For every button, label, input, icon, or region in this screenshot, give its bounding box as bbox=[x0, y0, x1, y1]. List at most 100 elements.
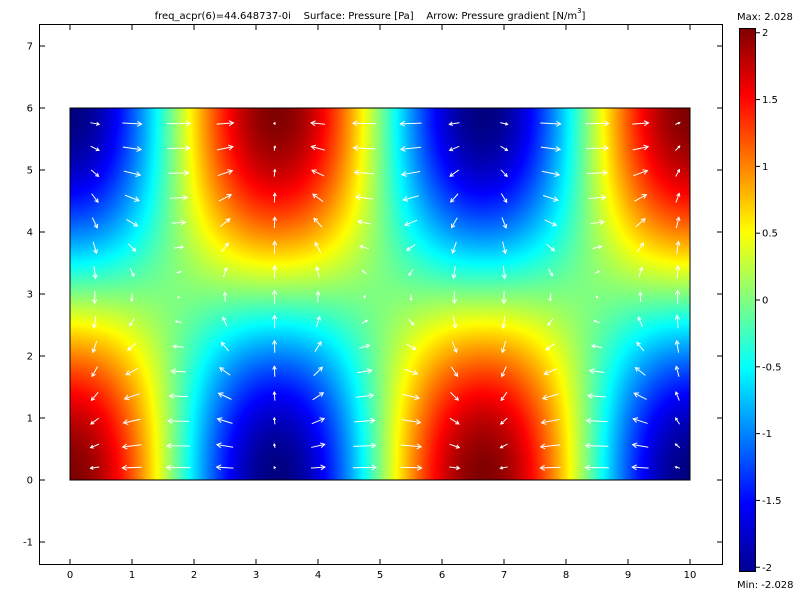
colorbar-tick-label: 0.5 bbox=[762, 229, 778, 240]
gradient-arrow bbox=[216, 120, 235, 127]
gradient-arrow bbox=[90, 121, 101, 126]
gradient-arrow bbox=[404, 219, 418, 227]
gradient-arrow bbox=[501, 266, 507, 280]
gradient-arrow bbox=[166, 418, 190, 424]
gradient-arrow bbox=[502, 241, 508, 255]
title-arrow: Arrow: Pressure gradient [N/m bbox=[426, 11, 578, 22]
title-prefix: freq_acpr(6)=44.648737-0i bbox=[154, 11, 291, 22]
gradient-arrow bbox=[170, 368, 186, 375]
x-tick-label: 8 bbox=[563, 570, 569, 581]
gradient-arrow bbox=[590, 344, 603, 349]
gradient-arrow bbox=[674, 339, 680, 353]
gradient-arrow bbox=[542, 195, 559, 202]
gradient-arrow bbox=[402, 393, 421, 401]
gradient-arrow bbox=[92, 290, 98, 305]
gradient-arrow bbox=[594, 270, 601, 274]
gradient-arrow bbox=[363, 294, 366, 299]
gradient-arrow bbox=[595, 295, 599, 299]
gradient-arrow bbox=[401, 419, 422, 425]
gradient-arrow bbox=[501, 315, 507, 330]
gradient-arrow bbox=[90, 391, 99, 402]
gradient-arrow bbox=[585, 120, 610, 127]
gradient-arrow bbox=[359, 244, 370, 250]
gradient-arrow bbox=[539, 464, 561, 471]
gradient-arrow bbox=[272, 216, 278, 229]
gradient-arrow bbox=[547, 318, 554, 327]
gradient-arrow bbox=[674, 443, 681, 449]
gradient-arrow bbox=[675, 240, 681, 254]
title-arrow-exponent: 3 bbox=[577, 7, 582, 15]
gradient-arrow bbox=[402, 195, 419, 202]
gradient-arrow bbox=[311, 417, 326, 425]
x-tick-label: 7 bbox=[501, 570, 507, 581]
gradient-arrow bbox=[540, 120, 562, 127]
gradient-arrow bbox=[399, 120, 422, 127]
gradient-arrow bbox=[635, 218, 646, 228]
colorbar-tick-label: -0.5 bbox=[762, 362, 782, 373]
gradient-arrow bbox=[273, 466, 277, 469]
gradient-arrow bbox=[540, 146, 562, 152]
gradient-arrow bbox=[675, 192, 681, 203]
title-arrow-close: ] bbox=[581, 11, 586, 22]
gradient-arrow bbox=[272, 416, 276, 425]
gradient-arrow bbox=[638, 266, 644, 278]
gradient-arrow bbox=[675, 216, 681, 229]
gradient-arrow bbox=[593, 320, 600, 324]
x-tick-label: 9 bbox=[625, 570, 631, 581]
gradient-arrow bbox=[450, 392, 459, 401]
gradient-arrow bbox=[123, 393, 140, 401]
gradient-arrow bbox=[222, 291, 227, 302]
gradient-arrow bbox=[91, 366, 98, 378]
x-axis: 0 1 2 3 4 5 6 7 8 9 10 bbox=[67, 25, 696, 581]
gradient-arrow bbox=[408, 269, 414, 277]
gradient-arrow bbox=[219, 218, 231, 227]
gradient-arrow bbox=[592, 245, 603, 250]
y-tick-label: 6 bbox=[27, 104, 33, 115]
gradient-arrow bbox=[545, 343, 556, 351]
gradient-arrow bbox=[588, 368, 605, 375]
gradient-arrow bbox=[353, 442, 377, 449]
gradient-arrow bbox=[124, 194, 140, 202]
gradient-arrow bbox=[638, 291, 643, 302]
colorbar-tick-label: -1 bbox=[762, 429, 772, 440]
gradient-arrow bbox=[406, 343, 417, 350]
gradient-arrow bbox=[501, 290, 507, 305]
x-tick-label: 0 bbox=[67, 570, 73, 581]
gradient-arrow bbox=[637, 316, 643, 327]
gradient-arrow bbox=[126, 219, 139, 227]
colorbar-tick-label: 1 bbox=[762, 162, 768, 173]
gradient-arrow bbox=[400, 443, 423, 450]
gradient-arrow bbox=[123, 170, 142, 178]
pressure-surface bbox=[70, 108, 690, 480]
y-tick-label: 1 bbox=[27, 414, 33, 425]
gradient-arrow bbox=[675, 264, 681, 279]
gradient-arrow bbox=[89, 443, 100, 449]
y-tick-label: 4 bbox=[27, 228, 33, 239]
gradient-arrow bbox=[548, 268, 553, 277]
gradient-arrow bbox=[216, 417, 233, 424]
gradient-arrow bbox=[130, 293, 134, 303]
gradient-arrow bbox=[451, 241, 457, 255]
colorbar-min-label: Min: -2.028 bbox=[737, 580, 794, 591]
gradient-arrow bbox=[636, 341, 645, 352]
gradient-arrow bbox=[588, 194, 607, 201]
gradient-arrow bbox=[314, 241, 322, 253]
gradient-arrow bbox=[674, 289, 681, 304]
title-surface: Surface: Pressure [Pa] bbox=[303, 11, 414, 22]
gradient-arrow bbox=[217, 392, 232, 400]
gradient-arrow bbox=[633, 169, 649, 177]
gradient-arrow bbox=[449, 443, 461, 449]
gradient-arrow bbox=[273, 443, 276, 448]
gradient-arrow bbox=[310, 464, 327, 471]
x-tick-label: 6 bbox=[439, 570, 445, 581]
gradient-arrow bbox=[584, 464, 609, 471]
gradient-arrow bbox=[222, 316, 228, 327]
gradient-arrow bbox=[632, 144, 650, 151]
gradient-arrow bbox=[271, 339, 278, 353]
gradient-arrow bbox=[586, 393, 607, 399]
gradient-arrow bbox=[353, 169, 375, 176]
gradient-arrow bbox=[312, 193, 324, 203]
gradient-arrow bbox=[121, 464, 142, 471]
gradient-arrow bbox=[500, 169, 508, 178]
